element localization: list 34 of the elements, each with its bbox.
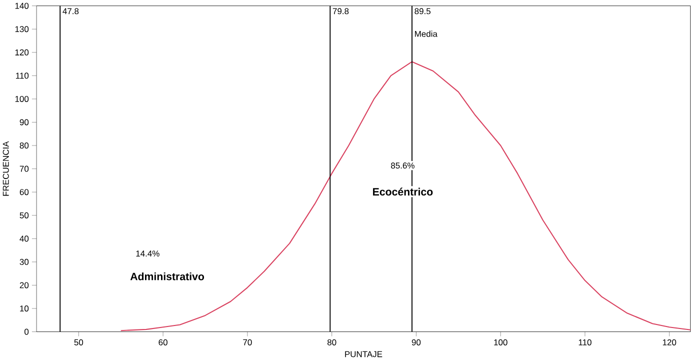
annotation: 85.6% xyxy=(391,162,414,169)
x-tick-label: 100 xyxy=(494,339,508,346)
y-tick-label: 110 xyxy=(16,72,29,79)
y-tick-label: 30 xyxy=(20,258,29,265)
y-tick-label: 10 xyxy=(20,305,29,312)
x-tick-label: 110 xyxy=(578,339,592,346)
y-tick-label: 40 xyxy=(20,236,29,242)
annotation: Administrativo xyxy=(130,272,204,280)
x-tick-label: 120 xyxy=(662,339,676,346)
y-axis-title: FRECUENCIA xyxy=(2,141,9,196)
x-tick-label: 60 xyxy=(158,339,168,346)
y-tick-label: 120 xyxy=(15,49,29,56)
y-tick-label: 80 xyxy=(20,142,29,149)
x-axis-title: PUNTAJE xyxy=(345,351,382,358)
line-series xyxy=(120,61,691,332)
annotation: Ecocéntrico xyxy=(373,188,433,196)
x-tick-label: 50 xyxy=(74,339,84,346)
y-tick-label: 100 xyxy=(15,96,29,102)
y-tick-label: 130 xyxy=(15,26,29,32)
y-tick-label: 90 xyxy=(20,119,29,126)
y-tick-label: 60 xyxy=(20,189,29,196)
x-tick-label: 70 xyxy=(243,339,252,346)
ref-line-label: 89.5 xyxy=(414,8,430,14)
annotation: 14.4% xyxy=(136,250,160,257)
y-tick-label: 50 xyxy=(20,212,29,218)
x-tick-label: 90 xyxy=(412,339,421,346)
ref-line-label: 79.8 xyxy=(332,8,349,14)
y-tick-label: 20 xyxy=(20,282,29,288)
x-tick-label: 80 xyxy=(327,339,336,346)
annotation: Media xyxy=(415,30,438,37)
ref-line-label: 47.8 xyxy=(62,8,79,14)
y-tick-label: 70 xyxy=(20,166,29,172)
y-tick-label: 0 xyxy=(24,328,29,335)
y-tick-label: 140 xyxy=(15,2,29,9)
